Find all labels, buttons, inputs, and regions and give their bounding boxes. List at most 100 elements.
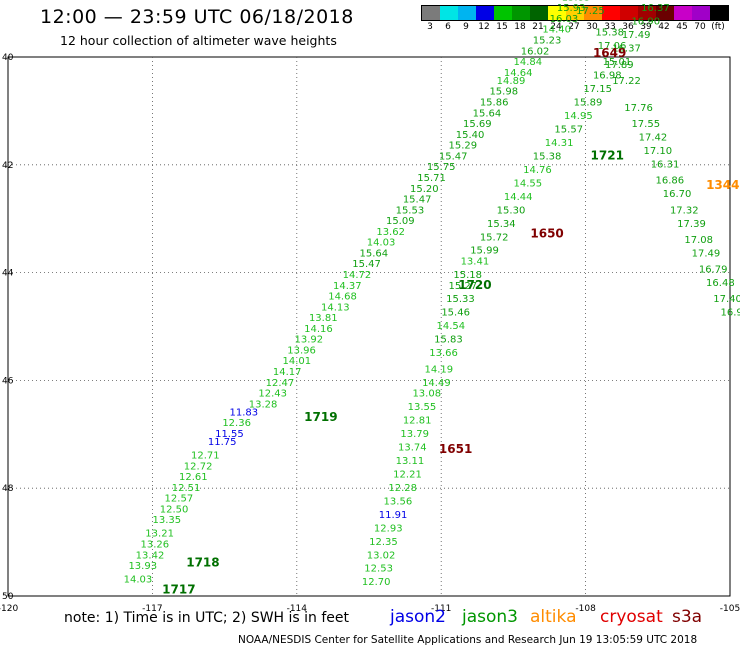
legend-label: 18 [514, 22, 526, 32]
legend-swatch [530, 6, 548, 20]
wave-height-value: 13.92 [295, 335, 324, 346]
wave-height-value: 17.39 [677, 219, 706, 230]
legend-swatch [440, 6, 458, 20]
legend-label: 27 [568, 22, 580, 32]
wave-height-value: 15.01 [603, 57, 632, 68]
wave-height-value: 16.79 [699, 265, 728, 276]
pass-number-label: 1651 [439, 442, 472, 456]
wave-height-value: 15.53 [396, 205, 425, 216]
map-frame [7, 56, 731, 597]
pass-number-label: 1344 [706, 178, 739, 192]
wave-height-value: 13.56 [384, 496, 413, 507]
wave-height-value: 15.75 [427, 162, 456, 173]
wave-height-value: 12.51 [172, 483, 201, 494]
legend-swatch [476, 6, 494, 20]
wave-height-value: 15.47 [439, 151, 468, 162]
wave-height-value: 13.55 [408, 402, 437, 413]
wave-height-value: 14.54 [437, 321, 466, 332]
wave-height-value: 14.68 [328, 292, 357, 303]
wave-height-value: 12.61 [179, 472, 208, 483]
wave-height-value: 17.22 [612, 76, 641, 87]
wave-height-value: 11.75 [208, 437, 237, 448]
wave-height-value: 14.72 [343, 270, 372, 281]
wave-height-value: 15.83 [434, 335, 463, 346]
wave-height-value: 14.03 [367, 238, 396, 249]
wave-height-value: 13.62 [376, 227, 405, 238]
legend-swatch [638, 6, 656, 20]
wave-height-value: 12.36 [222, 418, 251, 429]
wave-height-value: 14.89 [497, 76, 526, 87]
satellite-name: cryosat [600, 607, 663, 627]
wave-height-value: 15.47 [403, 195, 432, 206]
wave-height-value: 15.09 [386, 216, 415, 227]
wave-height-value: 12.21 [393, 469, 422, 480]
wave-height-value: 12.93 [374, 523, 403, 534]
wave-height-value: 11.55 [215, 429, 244, 440]
chart-title: 12:00 — 23:59 UTC 06/18/2018 [40, 6, 354, 28]
lon-tick-label: -105 [720, 604, 740, 614]
wave-height-value: 15.30 [497, 205, 526, 216]
wave-height-value: 15.40 [456, 130, 485, 141]
wave-height-value: 15.89 [574, 98, 603, 109]
lat-tick-label: 46 [2, 376, 14, 386]
lat-tick-label: 42 [2, 161, 13, 171]
wave-height-value: 16.37 [612, 44, 641, 55]
wave-height-value: 16.48 [706, 278, 735, 289]
wave-height-value: 14.95 [564, 111, 593, 122]
wave-height-value: 14.76 [523, 165, 552, 176]
pass-number-label: 1718 [186, 555, 219, 569]
wave-height-value: 12.81 [403, 416, 432, 427]
footer-credit: NOAA/NESDIS Center for Satellite Applica… [238, 634, 698, 646]
legend-swatch [602, 6, 620, 20]
legend-label: 9 [463, 22, 469, 32]
lat-tick-label: 44 [2, 269, 14, 279]
wave-height-value: 12.72 [184, 461, 213, 472]
wave-height-value: 17.25 [576, 6, 605, 17]
wave-height-value: 17.55 [631, 119, 660, 130]
wave-height-value: 16.86 [656, 176, 685, 187]
wave-height-value: 15.99 [470, 246, 499, 257]
wave-height-value: 12.28 [388, 483, 417, 494]
wave-height-value: 16.70 [663, 189, 692, 200]
lon-tick-label: -120 [0, 604, 18, 614]
legend-swatch [494, 6, 512, 20]
lat-tick-label: 48 [2, 484, 14, 494]
wave-height-value: 13.79 [400, 429, 429, 440]
pass-number-label: 1649 [593, 46, 626, 60]
lon-tick-label: -114 [287, 604, 308, 614]
wave-height-value: 11.91 [379, 510, 408, 521]
wave-height-value: 17.15 [583, 84, 612, 95]
wave-height-value: 13.21 [145, 529, 174, 540]
chart-subtitle: 12 hour collection of altimeter wave hei… [60, 33, 337, 48]
satellite-name: altika [530, 607, 577, 627]
wave-height-value: 14.16 [304, 324, 333, 335]
wave-height-value: 15.64 [473, 108, 502, 119]
wave-height-value: 15.72 [480, 232, 509, 243]
wave-height-value: 15.27 [449, 281, 478, 292]
wave-height-value: 17.40 [713, 294, 740, 305]
wave-height-value: 15.71 [417, 173, 446, 184]
wave-height-value: 12.35 [369, 537, 398, 548]
wave-height-value: 16.90 [720, 308, 740, 319]
wave-height-value: 13.66 [429, 348, 458, 359]
lon-tick-label: -117 [142, 604, 162, 614]
wave-height-value: 16.03 [550, 14, 579, 25]
wave-height-value: 17.42 [639, 133, 668, 144]
wave-height-value: 13.11 [396, 456, 425, 467]
legend-swatch [710, 6, 728, 20]
pass-number-label: 1720 [458, 278, 491, 292]
wave-height-value: 12.53 [364, 564, 393, 575]
lat-tick-label: 50 [2, 592, 14, 602]
wave-height-value: 15.86 [480, 98, 509, 109]
legend-swatch [422, 6, 440, 20]
legend-swatch [458, 6, 476, 20]
color-legend: 3 6 9 12 15 18 21 24 27 30 33 36 39 42 45 70 (ft) [421, 5, 729, 36]
wave-height-value: 13.93 [128, 561, 157, 572]
wave-height-value: 15.93 [557, 3, 586, 14]
satellite-name: jason3 [462, 607, 518, 627]
wave-height-value: 14.64 [504, 68, 533, 79]
legend-label: (ft) [711, 22, 725, 32]
wave-height-value: 15.20 [410, 184, 439, 195]
legend-swatch [548, 6, 566, 20]
